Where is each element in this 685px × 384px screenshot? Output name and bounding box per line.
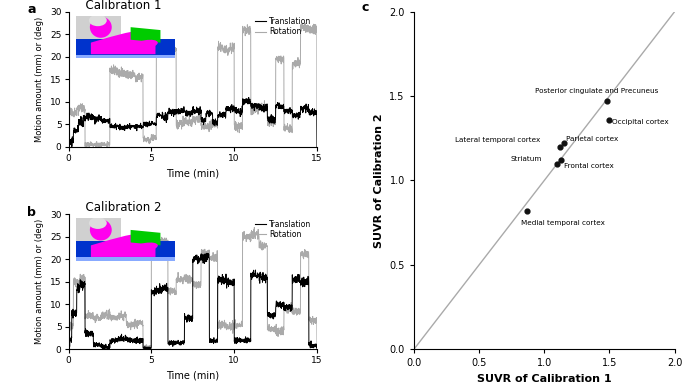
Translation <box>313 144 321 149</box>
Translation <box>175 341 184 346</box>
Translation <box>94 343 102 348</box>
Text: Lateral temporal cortex: Lateral temporal cortex <box>455 137 540 143</box>
X-axis label: Time (min): Time (min) <box>166 168 219 178</box>
Line: Translation: Translation <box>68 98 317 147</box>
Point <box>552 161 563 167</box>
Rotation <box>170 288 178 293</box>
Text: Posterior cingulate and Precuneus: Posterior cingulate and Precuneus <box>535 88 658 94</box>
Point <box>554 144 565 150</box>
Point <box>604 117 615 123</box>
Rotation <box>64 111 73 116</box>
Translation <box>206 338 214 343</box>
Translation <box>64 336 73 341</box>
Translation <box>313 347 321 352</box>
Point <box>522 208 533 214</box>
Rotation <box>94 142 102 146</box>
Translation <box>203 251 211 255</box>
Legend: Translation, Rotation: Translation, Rotation <box>253 218 313 241</box>
Text: Medial temporal cortex: Medial temporal cortex <box>521 220 605 226</box>
X-axis label: SUVR of Calibration 1: SUVR of Calibration 1 <box>477 374 612 384</box>
Rotation <box>313 347 321 352</box>
Rotation <box>84 141 92 146</box>
Translation <box>175 107 183 112</box>
Translation <box>64 137 73 141</box>
Translation <box>179 105 188 110</box>
Point <box>556 157 566 163</box>
Translation <box>84 116 92 121</box>
Rotation <box>301 21 310 25</box>
Line: Rotation: Rotation <box>68 23 317 147</box>
Translation <box>170 340 178 344</box>
Y-axis label: Motion amount (mm) or (deg): Motion amount (mm) or (deg) <box>36 219 45 344</box>
Rotation <box>175 124 184 128</box>
Rotation <box>206 256 214 260</box>
Y-axis label: SUVR of Calibration 2: SUVR of Calibration 2 <box>374 113 384 248</box>
Text: Occipital cortex: Occipital cortex <box>612 119 669 125</box>
Translation <box>94 115 102 120</box>
Rotation <box>179 277 188 281</box>
Rotation <box>175 276 184 281</box>
Rotation <box>179 123 188 128</box>
Text: Parietal cortex: Parietal cortex <box>566 136 619 142</box>
X-axis label: Time (min): Time (min) <box>166 371 219 381</box>
Line: Rotation: Rotation <box>68 227 317 349</box>
Rotation <box>94 315 102 320</box>
Translation <box>170 111 178 116</box>
Rotation <box>313 144 321 149</box>
Rotation <box>64 328 73 333</box>
Text: Striatum: Striatum <box>510 156 542 162</box>
Translation <box>103 347 112 352</box>
Translation <box>245 95 253 100</box>
Translation <box>179 342 188 346</box>
Text: Calibration 1: Calibration 1 <box>79 0 162 12</box>
Text: Frontal cortex: Frontal cortex <box>564 163 614 169</box>
Text: b: b <box>27 206 36 219</box>
Translation <box>206 111 214 116</box>
Point <box>558 140 569 146</box>
Line: Translation: Translation <box>68 253 317 349</box>
Rotation <box>145 347 153 352</box>
Y-axis label: Motion amount (mm) or (deg): Motion amount (mm) or (deg) <box>36 17 45 142</box>
Rotation <box>84 311 92 316</box>
Translation <box>84 330 92 334</box>
Rotation <box>250 225 258 230</box>
Text: c: c <box>362 2 369 14</box>
Text: Calibration 2: Calibration 2 <box>79 201 162 214</box>
Text: a: a <box>27 3 36 17</box>
Rotation <box>206 123 214 128</box>
Legend: Translation, Rotation: Translation, Rotation <box>253 15 313 38</box>
Rotation <box>170 46 178 51</box>
Point <box>601 98 612 104</box>
Rotation <box>83 144 91 149</box>
